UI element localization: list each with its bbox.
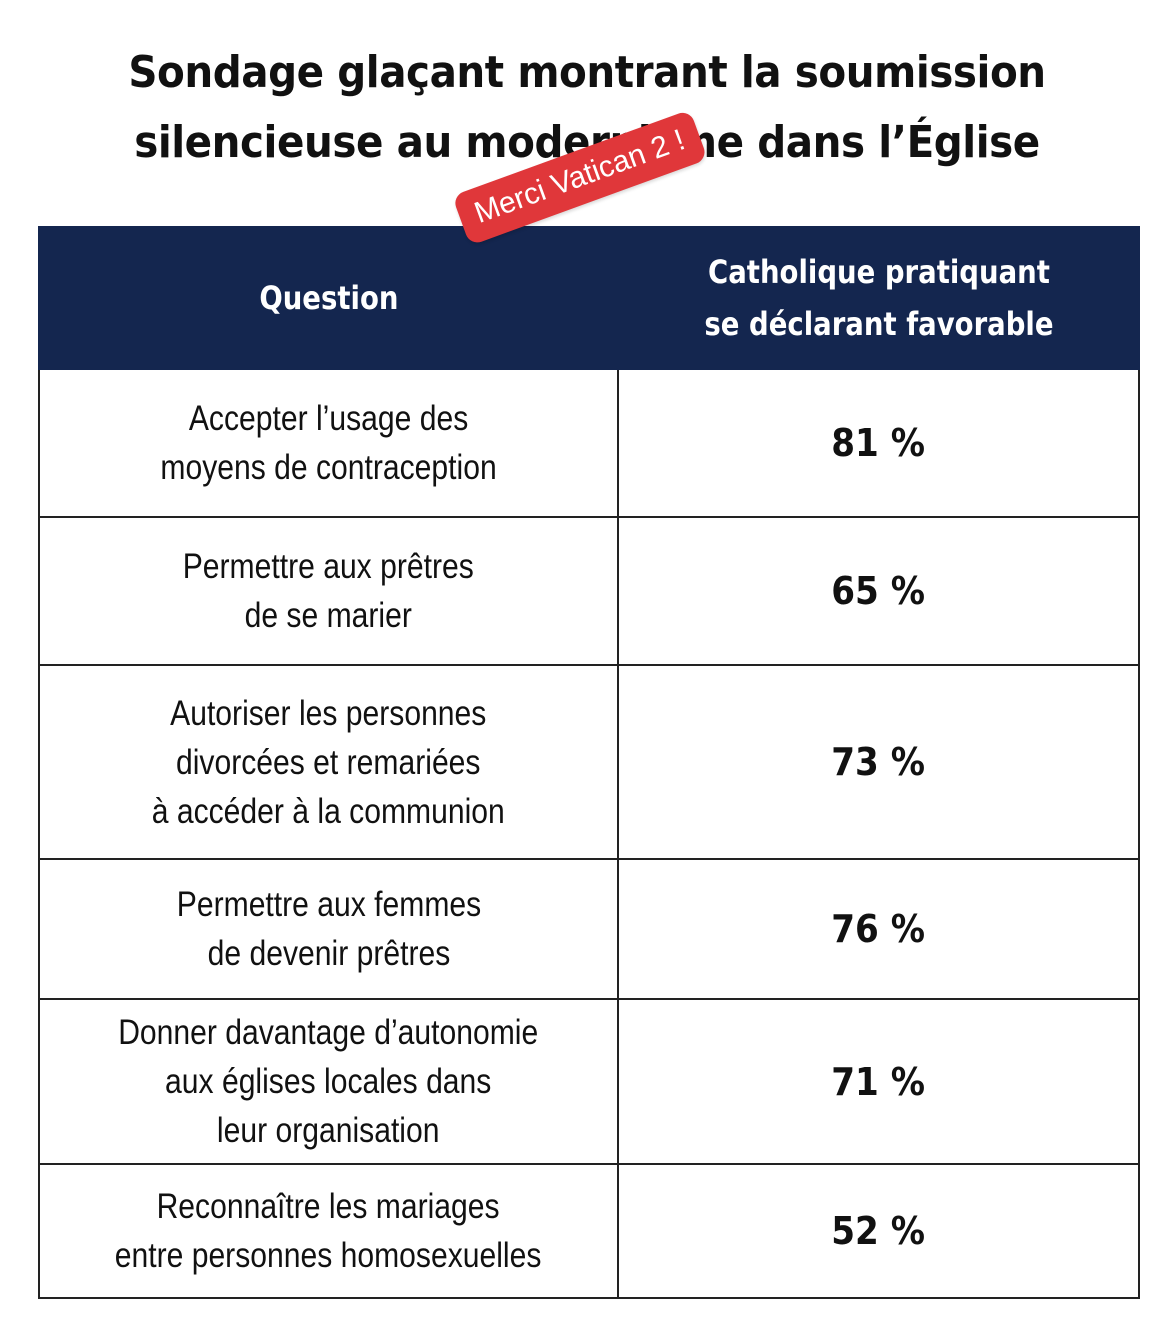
question-line: Accepter l’usage des xyxy=(188,399,469,438)
table-header-row: Question Catholique pratiquant se déclar… xyxy=(38,226,1140,370)
value-cell: 65 % xyxy=(617,516,1140,666)
question-line: Reconnaître les mariages xyxy=(156,1187,500,1226)
title-line-1: Sondage glaçant montrant la soumission xyxy=(128,47,1046,98)
value-label: 65 % xyxy=(831,569,926,613)
header-line: Question xyxy=(258,279,399,317)
value-cell: 73 % xyxy=(617,664,1140,860)
question-cell: Permettre aux prêtres de se marier xyxy=(38,516,619,666)
question-line: divorcées et remariées xyxy=(176,742,481,782)
table-row: Reconnaître les mariages entre personnes … xyxy=(38,1163,1140,1299)
question-cell: Reconnaître les mariages entre personnes … xyxy=(38,1163,619,1299)
question-line: Autoriser les personnes xyxy=(170,693,487,733)
value-cell: 71 % xyxy=(617,998,1140,1165)
question-line: de se marier xyxy=(244,596,413,635)
column-header-favorable: Catholique pratiquant se déclarant favor… xyxy=(617,226,1140,370)
question-cell: Autoriser les personnes divorcées et rema… xyxy=(38,664,619,860)
question-cell: Accepter l’usage des moyens de contracept… xyxy=(38,368,619,518)
value-cell: 52 % xyxy=(617,1163,1140,1299)
value-label: 81 % xyxy=(831,421,926,465)
table-row: Permettre aux prêtres de se marier 65 % xyxy=(38,516,1140,666)
question-cell: Donner davantage d’autonomie aux églises … xyxy=(38,998,619,1165)
question-line: à accéder à la communion xyxy=(151,791,506,831)
header-line: se déclarant favorable xyxy=(703,305,1054,343)
table-row: Autoriser les personnes divorcées et rema… xyxy=(38,664,1140,860)
question-line: Permettre aux femmes xyxy=(176,885,481,924)
table-row: Permettre aux femmes de devenir prêtres 76… xyxy=(38,858,1140,1000)
header-line: Catholique pratiquant xyxy=(707,253,1050,291)
value-label: 73 % xyxy=(831,740,926,784)
table-row: Donner davantage d’autonomie aux églises … xyxy=(38,998,1140,1165)
question-cell: Permettre aux femmes de devenir prêtres xyxy=(38,858,619,1000)
value-label: 52 % xyxy=(831,1209,926,1253)
table-row: Accepter l’usage des moyens de contracept… xyxy=(38,368,1140,518)
poll-table: Question Catholique pratiquant se déclar… xyxy=(38,226,1140,1299)
value-label: 76 % xyxy=(831,907,926,951)
question-line: leur organisation xyxy=(217,1111,440,1150)
question-line: de devenir prêtres xyxy=(207,934,450,973)
value-cell: 76 % xyxy=(617,858,1140,1000)
value-label: 71 % xyxy=(831,1059,926,1104)
value-cell: 81 % xyxy=(617,368,1140,518)
question-line: entre personnes homosexuelles xyxy=(115,1236,542,1275)
column-header-question: Question xyxy=(38,226,619,370)
page-title: Sondage glaçant montrant la soumission s… xyxy=(47,38,1127,178)
question-line: Donner davantage d’autonomie xyxy=(118,1013,539,1052)
question-line: Permettre aux prêtres xyxy=(182,547,475,586)
question-line: moyens de contraception xyxy=(160,448,497,487)
question-line: aux églises locales dans xyxy=(165,1062,492,1101)
